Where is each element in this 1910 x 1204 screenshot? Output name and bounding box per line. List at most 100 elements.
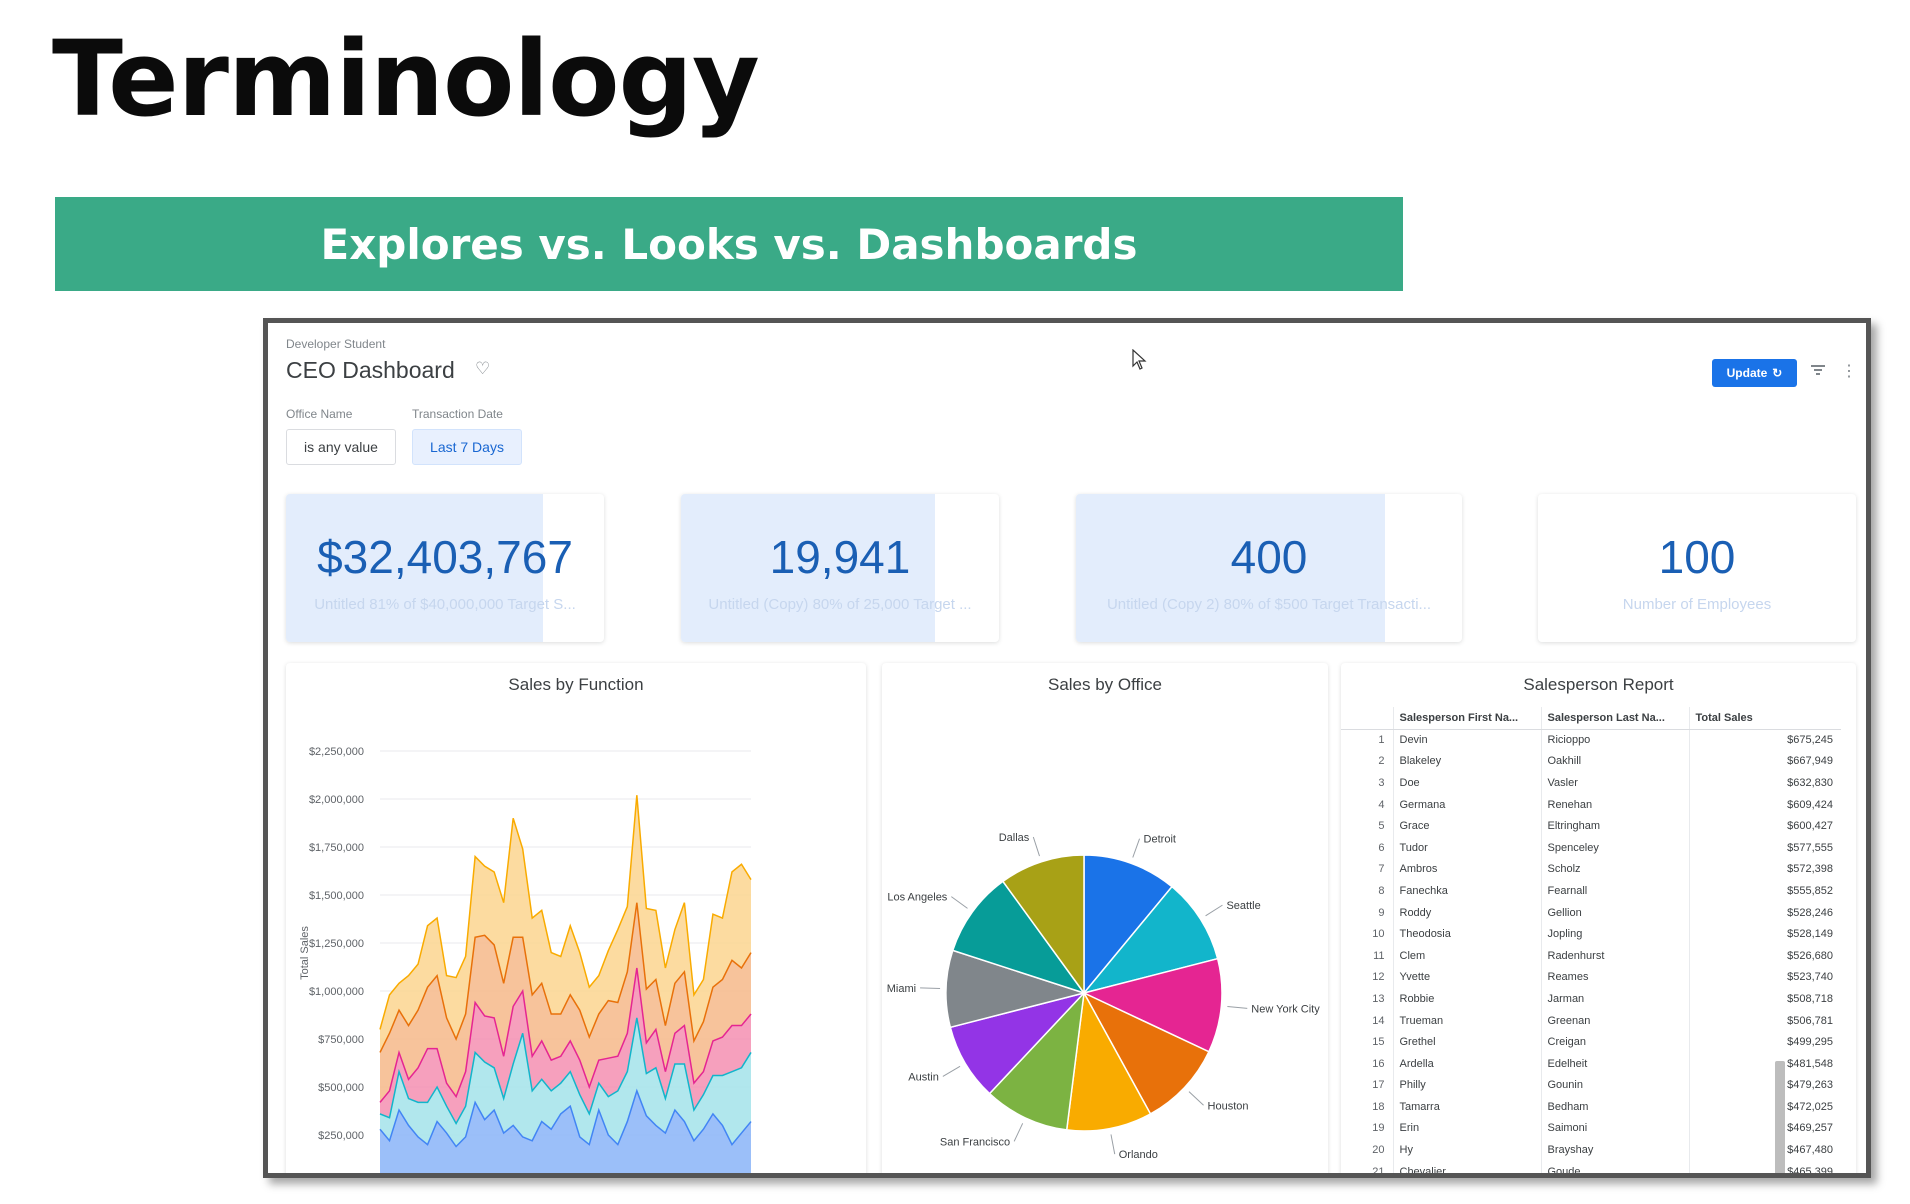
table-row[interactable]: 18 Tamarra Bedham $472,025 bbox=[1341, 1096, 1841, 1118]
pie-slice-label: San Francisco bbox=[940, 1136, 1010, 1148]
pie-slice-label: Miami bbox=[887, 983, 916, 995]
column-header[interactable]: Total Sales bbox=[1688, 707, 1841, 730]
column-header[interactable]: Salesperson First Na... bbox=[1392, 707, 1541, 730]
table-row[interactable]: 21 Chevalier Goude $465,399 bbox=[1341, 1160, 1841, 1173]
tile-sales-by-office[interactable]: Sales by Office Detroit Seattle New York C… bbox=[882, 663, 1328, 1173]
table-body: 1 Devin Ricioppo $675,245 2 Blakeley Oakhill $6… bbox=[1341, 729, 1841, 1173]
y-tick-label: $250,000 bbox=[318, 1130, 364, 1142]
pie-slice[interactable] bbox=[1082, 991, 1210, 1115]
kpi-progress-fill bbox=[286, 494, 543, 642]
table-cell: Jopling bbox=[1540, 923, 1689, 945]
filter-office-name[interactable]: is any value bbox=[286, 429, 396, 465]
row-index: 2 bbox=[1378, 755, 1385, 768]
kpi-subtitle: Number of Employees bbox=[1622, 596, 1772, 613]
table-row[interactable]: 17 Philly Gounin $479,263 bbox=[1341, 1074, 1841, 1097]
pie-slice[interactable] bbox=[988, 990, 1086, 1131]
pie-slice[interactable] bbox=[1065, 990, 1152, 1132]
y-axis-label: Total Sales bbox=[299, 926, 311, 980]
table-row[interactable]: 6 Tudor Spenceley $577,555 bbox=[1341, 836, 1841, 859]
table-cell: Edelheit bbox=[1540, 1052, 1689, 1075]
column-header[interactable]: Salesperson Last Na... bbox=[1540, 707, 1689, 730]
y-tick-label: $2,250,000 bbox=[309, 746, 364, 758]
pie-label-leader bbox=[1227, 1006, 1248, 1009]
pie-label-leader bbox=[1013, 1123, 1024, 1142]
table-cell: $528,149 bbox=[1688, 923, 1841, 945]
kpi-tile-target[interactable]: 400 Untitled (Copy 2) 80% of $500 Target… bbox=[1076, 494, 1462, 642]
table-row[interactable]: 7 Ambros Scholz $572,398 bbox=[1341, 858, 1841, 881]
table-cell: Radenhurst bbox=[1540, 944, 1689, 967]
filter-label-date: Transaction Date bbox=[412, 407, 503, 421]
table-row[interactable]: 4 Germana Renehan $609,424 bbox=[1341, 793, 1841, 816]
table-cell: $528,246 bbox=[1688, 901, 1841, 924]
y-tick-label: $2,000,000 bbox=[309, 794, 364, 806]
kpi-subtitle: Untitled (Copy 2) 80% of $500 Target Tra… bbox=[1106, 596, 1432, 613]
pie-slice[interactable] bbox=[951, 880, 1086, 995]
row-index: 12 bbox=[1372, 971, 1385, 984]
dashboard-screenshot: Developer Student CEO Dashboard ♡ Update… bbox=[263, 318, 1871, 1178]
y-tick-label: $1,750,000 bbox=[309, 842, 364, 854]
favorite-heart-icon[interactable]: ♡ bbox=[475, 359, 491, 378]
tile-salesperson-report[interactable]: Salesperson Report Salesperson First Na.… bbox=[1341, 663, 1856, 1173]
tile-sales-by-function[interactable]: Sales by Function Total Sales $250,000 $5… bbox=[286, 663, 866, 1173]
table-cell: $465,399 bbox=[1688, 1160, 1841, 1173]
row-index: 11 bbox=[1373, 949, 1385, 962]
pie-label-leader bbox=[1188, 1091, 1204, 1106]
pie-slice[interactable] bbox=[1001, 854, 1085, 996]
table-cell: Devin bbox=[1392, 729, 1541, 751]
area-series-line bbox=[379, 1088, 752, 1148]
table-cell: Greenan bbox=[1540, 1009, 1689, 1032]
table-cell: Tamarra bbox=[1392, 1096, 1541, 1118]
area-series[interactable] bbox=[380, 1017, 751, 1147]
table-scrollbar[interactable] bbox=[1775, 1061, 1785, 1173]
pie-slice[interactable] bbox=[1081, 885, 1219, 995]
table-row[interactable]: 13 Robbie Jarman $508,718 bbox=[1341, 988, 1841, 1010]
table-row[interactable]: 19 Erin Saimoni $469,257 bbox=[1341, 1117, 1841, 1140]
filter-transaction-date[interactable]: Last 7 Days bbox=[412, 429, 522, 465]
table-cell: Spenceley bbox=[1540, 836, 1689, 859]
table-row[interactable]: 14 Trueman Greenan $506,781 bbox=[1341, 1009, 1841, 1032]
table-cell: $467,480 bbox=[1688, 1139, 1841, 1161]
table-cell: Goude bbox=[1540, 1160, 1689, 1173]
table-row[interactable]: 10 Theodosia Jopling $528,149 bbox=[1341, 923, 1841, 945]
pie-label-leader bbox=[1205, 904, 1223, 917]
table-cell: $577,555 bbox=[1688, 836, 1841, 859]
row-index: 16 bbox=[1372, 1057, 1385, 1070]
breadcrumb[interactable]: Developer Student bbox=[286, 337, 386, 351]
table-row[interactable]: 11 Clem Radenhurst $526,680 bbox=[1341, 944, 1841, 967]
filter-icon[interactable] bbox=[1810, 363, 1826, 377]
table-row[interactable]: 12 Yvette Reames $523,740 bbox=[1341, 966, 1841, 989]
table-cell: Renehan bbox=[1540, 793, 1689, 816]
kpi-tile-sales[interactable]: $32,403,767 Untitled 81% of $40,000,000 … bbox=[286, 494, 604, 642]
table-cell: $481,548 bbox=[1688, 1052, 1841, 1075]
area-series[interactable] bbox=[380, 967, 751, 1124]
table-cell: Brayshay bbox=[1540, 1139, 1689, 1161]
area-series-line bbox=[379, 795, 752, 1030]
pie-slice-label: Austin bbox=[908, 1071, 939, 1083]
pie-label-leader bbox=[951, 896, 968, 909]
table-cell: Fearnall bbox=[1540, 880, 1689, 902]
row-index: 20 bbox=[1372, 1144, 1385, 1157]
slide-title: Terminology bbox=[52, 18, 760, 140]
table-cell: Jarman bbox=[1540, 988, 1689, 1010]
update-button[interactable]: Update ↻ bbox=[1712, 359, 1797, 387]
table-row[interactable]: 9 Roddy Gellion $528,246 bbox=[1341, 901, 1841, 924]
table-row[interactable]: 2 Blakeley Oakhill $667,949 bbox=[1341, 750, 1841, 773]
table-row[interactable]: 8 Fanechka Fearnall $555,852 bbox=[1341, 880, 1841, 902]
table-cell: $508,718 bbox=[1688, 988, 1841, 1010]
table-row[interactable]: 5 Grace Eltringham $600,427 bbox=[1341, 815, 1841, 837]
table-row[interactable]: 3 Doe Vasler $632,830 bbox=[1341, 772, 1841, 794]
pie-slice[interactable] bbox=[1081, 957, 1223, 1053]
index-header bbox=[1341, 707, 1393, 730]
area-series[interactable] bbox=[380, 902, 751, 1103]
kpi-tile-transactions[interactable]: 19,941 Untitled (Copy) 80% of 25,000 Tar… bbox=[681, 494, 999, 642]
table-row[interactable]: 1 Devin Ricioppo $675,245 bbox=[1341, 729, 1841, 751]
row-index: 18 bbox=[1372, 1100, 1385, 1113]
table-row[interactable]: 15 Grethel Creigan $499,295 bbox=[1341, 1031, 1841, 1053]
table-cell: Tudor bbox=[1392, 836, 1541, 859]
table-row[interactable]: 16 Ardella Edelheit $481,548 bbox=[1341, 1052, 1841, 1075]
table-cell: $526,680 bbox=[1688, 944, 1841, 967]
table-row[interactable]: 20 Hy Brayshay $467,480 bbox=[1341, 1139, 1841, 1161]
pie-slice[interactable] bbox=[1083, 854, 1174, 996]
kpi-tile-employees[interactable]: 100 Number of Employees bbox=[1538, 494, 1856, 642]
more-options-icon[interactable]: ⋮ bbox=[1841, 363, 1857, 380]
